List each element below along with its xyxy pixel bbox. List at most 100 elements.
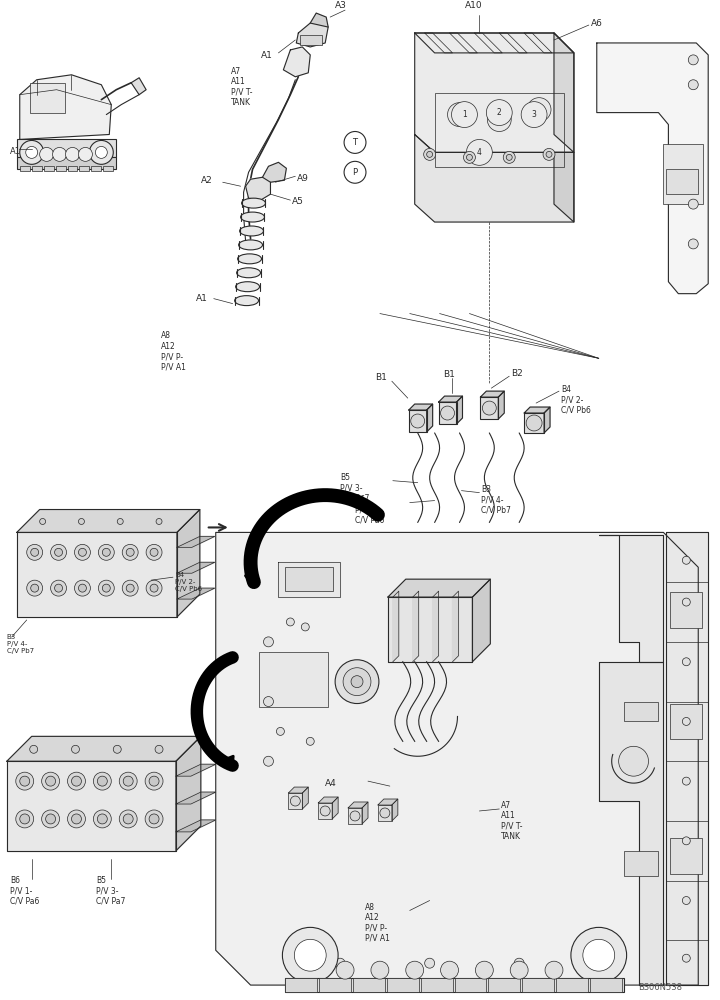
Circle shape — [264, 756, 274, 766]
Bar — [670, 592, 702, 628]
Polygon shape — [456, 396, 462, 424]
Circle shape — [50, 544, 66, 560]
Polygon shape — [177, 588, 215, 599]
Circle shape — [19, 776, 30, 786]
Circle shape — [31, 548, 39, 556]
Circle shape — [40, 147, 53, 161]
Polygon shape — [216, 532, 698, 985]
Circle shape — [343, 668, 371, 696]
Text: A4: A4 — [325, 779, 337, 788]
Circle shape — [53, 147, 66, 161]
Circle shape — [145, 810, 163, 828]
Circle shape — [16, 772, 34, 790]
Bar — [480, 397, 498, 419]
Ellipse shape — [242, 198, 266, 208]
Bar — [319, 978, 351, 992]
Polygon shape — [289, 787, 308, 793]
Circle shape — [78, 584, 86, 592]
Polygon shape — [449, 33, 477, 53]
Circle shape — [89, 140, 113, 164]
Circle shape — [546, 151, 552, 157]
Polygon shape — [524, 407, 550, 413]
Circle shape — [583, 939, 615, 971]
Text: A2: A2 — [201, 176, 212, 185]
Circle shape — [117, 518, 123, 524]
Polygon shape — [415, 33, 574, 53]
Circle shape — [16, 810, 34, 828]
Circle shape — [71, 814, 81, 824]
Polygon shape — [499, 33, 527, 53]
Circle shape — [423, 148, 436, 160]
Circle shape — [688, 55, 698, 65]
Polygon shape — [246, 177, 271, 200]
Bar — [438, 402, 456, 424]
Circle shape — [45, 814, 55, 824]
Polygon shape — [131, 78, 146, 95]
Circle shape — [467, 139, 492, 165]
Circle shape — [123, 814, 133, 824]
Circle shape — [78, 548, 86, 556]
Polygon shape — [177, 510, 200, 617]
Circle shape — [19, 814, 30, 824]
Polygon shape — [474, 33, 503, 53]
Circle shape — [683, 897, 690, 904]
Circle shape — [683, 658, 690, 666]
Circle shape — [350, 811, 360, 821]
Text: 2: 2 — [497, 108, 502, 117]
Circle shape — [50, 580, 66, 596]
Bar — [670, 838, 702, 874]
Bar — [300, 35, 322, 45]
Bar — [624, 851, 659, 876]
Polygon shape — [177, 562, 215, 573]
Bar — [488, 978, 520, 992]
Polygon shape — [17, 532, 177, 617]
Text: BS06N538: BS06N538 — [639, 983, 683, 992]
Text: B3
P/V 4-
C/V Pb7: B3 P/V 4- C/V Pb7 — [6, 634, 34, 654]
Text: B1: B1 — [444, 370, 456, 379]
Circle shape — [287, 618, 294, 626]
Circle shape — [30, 745, 37, 753]
Bar — [378, 805, 392, 821]
Circle shape — [683, 777, 690, 785]
Bar — [32, 166, 42, 171]
Polygon shape — [362, 802, 368, 824]
Circle shape — [527, 98, 551, 122]
Bar — [667, 169, 698, 194]
Polygon shape — [413, 591, 419, 662]
Circle shape — [335, 660, 379, 704]
Circle shape — [506, 154, 512, 160]
Text: B3
P/V 4-
C/V Pb7: B3 P/V 4- C/V Pb7 — [482, 485, 511, 514]
Polygon shape — [392, 799, 398, 821]
Circle shape — [156, 518, 162, 524]
Circle shape — [40, 518, 45, 524]
Polygon shape — [453, 591, 459, 662]
Circle shape — [688, 239, 698, 249]
Circle shape — [74, 580, 91, 596]
Polygon shape — [498, 391, 504, 419]
Polygon shape — [284, 47, 310, 77]
Bar — [663, 144, 703, 204]
Bar — [420, 978, 453, 992]
Bar — [285, 567, 333, 591]
Bar — [624, 702, 659, 721]
Text: B1: B1 — [375, 373, 387, 382]
Bar — [68, 166, 78, 171]
Circle shape — [102, 548, 110, 556]
Bar — [17, 157, 116, 169]
Polygon shape — [19, 75, 112, 139]
Polygon shape — [599, 535, 663, 662]
Circle shape — [99, 580, 114, 596]
Circle shape — [301, 623, 310, 631]
Circle shape — [351, 676, 363, 688]
Polygon shape — [310, 13, 328, 27]
Polygon shape — [425, 33, 453, 53]
Ellipse shape — [235, 296, 258, 306]
Circle shape — [42, 772, 60, 790]
Circle shape — [344, 131, 366, 153]
Polygon shape — [480, 391, 504, 397]
Text: 1: 1 — [457, 112, 462, 118]
Ellipse shape — [240, 226, 264, 236]
Text: 2: 2 — [497, 117, 501, 123]
Circle shape — [380, 808, 390, 818]
Circle shape — [55, 584, 63, 592]
